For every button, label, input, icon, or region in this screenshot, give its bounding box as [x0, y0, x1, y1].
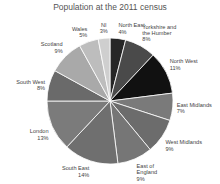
slice-label: West Midlands [165, 139, 202, 145]
value-label: 8% [142, 36, 150, 42]
slice-label: South West [16, 79, 45, 85]
slice-label: NI [101, 22, 107, 28]
chart: Population at the 2011 census North East4… [0, 0, 220, 184]
slice-label: East ofEngland [137, 163, 158, 175]
slice-label: East Midlands [177, 102, 212, 108]
slice [47, 101, 110, 147]
value-label: 8% [37, 85, 45, 91]
value-label: 7% [177, 108, 185, 114]
value-label: 13% [37, 135, 48, 141]
value-label: 9% [55, 48, 63, 54]
value-label: 3% [100, 28, 108, 34]
value-label: 9% [165, 146, 173, 152]
slice [98, 38, 110, 101]
slices [47, 38, 173, 164]
slice-label: North East [118, 22, 145, 28]
value-label: 4% [118, 29, 126, 35]
value-label: 11% [170, 65, 181, 71]
slice-label: Yorkshire andthe Humber [142, 24, 176, 36]
labels: North East4%Yorkshire andthe Humber8%Nor… [16, 22, 212, 182]
slice-label: North West [170, 58, 198, 64]
value-label: 5% [79, 32, 87, 38]
slice-label: South East [62, 165, 90, 171]
value-label: 9% [137, 176, 145, 182]
slice-label: London [30, 128, 49, 134]
slice-label: Scotland [41, 41, 63, 47]
title: Population at the 2011 census [53, 2, 167, 12]
value-label: 14% [78, 172, 89, 178]
slice-label: Wales [72, 26, 88, 32]
